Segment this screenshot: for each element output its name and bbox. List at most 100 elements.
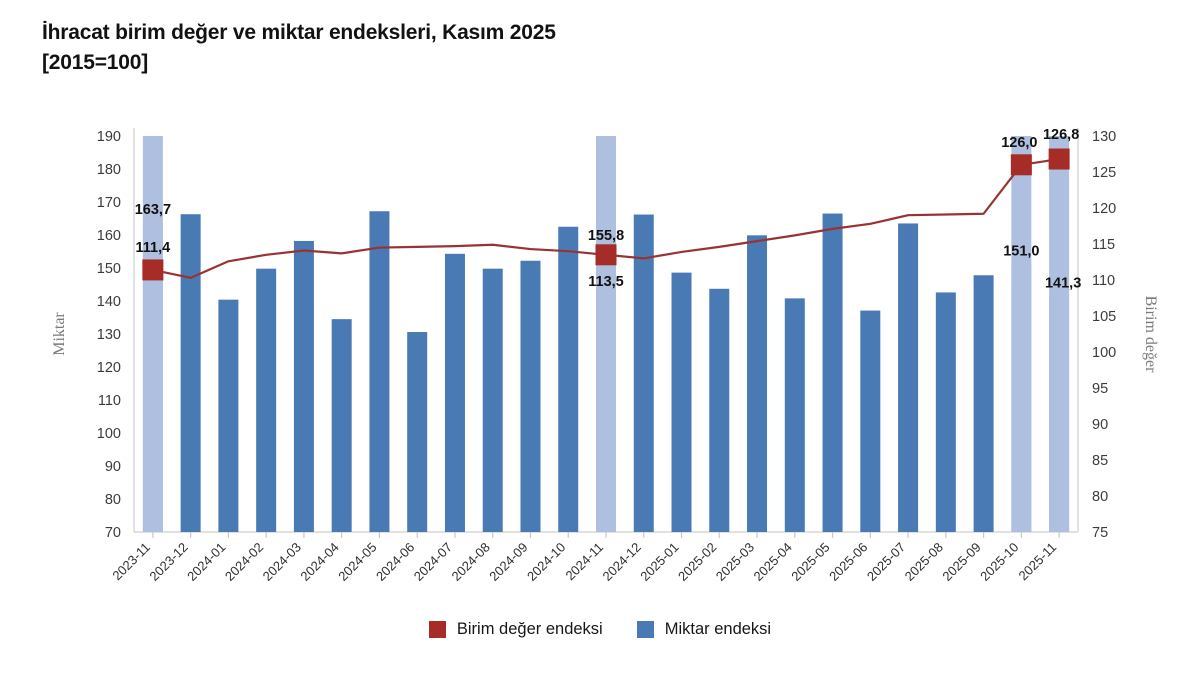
- category-label-2024-05: 2024-05: [335, 540, 379, 584]
- right-axis-tick-label: 120: [1092, 201, 1116, 217]
- legend-item-miktar[interactable]: Miktar endeksi: [636, 620, 772, 639]
- bar-2024-10[interactable]: [558, 226, 579, 532]
- legend-label-birim-deger: Birim değer endeksi: [456, 620, 603, 638]
- left-axis-tick-label: 70: [105, 525, 121, 541]
- category-label-2025-11: 2025-11: [1016, 540, 1060, 584]
- bar-2024-09[interactable]: [520, 260, 541, 532]
- category-label-2025-07: 2025-07: [864, 540, 908, 584]
- bar-value-2023-11: [142, 222, 163, 533]
- left-axis-tick-label: 170: [97, 195, 121, 211]
- chart-title: İhracat birim değer ve miktar endeksleri…: [42, 18, 556, 78]
- marker-2023-11[interactable]: [142, 259, 164, 281]
- category-label-2025-02: 2025-02: [675, 540, 719, 584]
- category-label-2023-12: 2023-12: [146, 540, 190, 584]
- category-label-2025-09: 2025-09: [939, 540, 983, 584]
- right-axis: 75 80 85 90 95 100 105 110 115 120 125 130 Birim değ…: [1077, 128, 1159, 541]
- left-axis-tick-label: 120: [97, 360, 121, 376]
- category-label-2025-04: 2025-04: [751, 540, 795, 584]
- right-axis-tick-label: 75: [1092, 525, 1108, 541]
- category-label-2025-10: 2025-10: [977, 540, 1021, 584]
- marker-2025-10[interactable]: [1010, 154, 1032, 176]
- line-label-2023-11: 111,4: [136, 240, 171, 256]
- right-axis-tick-label: 130: [1092, 129, 1116, 145]
- bar-2025-08[interactable]: [935, 292, 956, 532]
- legend-item-birim-deger[interactable]: Birim değer endeksi: [428, 620, 603, 639]
- category-label-2024-02: 2024-02: [222, 540, 266, 584]
- bar-2025-02[interactable]: [709, 288, 730, 532]
- bar-2025-04[interactable]: [784, 298, 805, 532]
- bar-2024-03[interactable]: [293, 240, 314, 532]
- left-axis-tick-label: 190: [97, 129, 121, 145]
- category-label-2025-06: 2025-06: [826, 540, 870, 584]
- bar-2024-07[interactable]: [444, 253, 465, 532]
- line-label-2024-11: 113,5: [588, 274, 624, 290]
- right-axis-tick-label: 110: [1092, 273, 1115, 289]
- left-axis-tick-label: 130: [97, 327, 121, 343]
- bar-value-2025-10: [1011, 264, 1032, 532]
- bar-2025-03[interactable]: [747, 235, 768, 532]
- category-label-2024-09: 2024-09: [486, 540, 530, 584]
- left-axis-tick-label: 140: [97, 294, 121, 310]
- bar-value-2024-11: [596, 248, 616, 533]
- bar-2023-12[interactable]: [180, 214, 201, 532]
- left-axis-title: Miktar: [51, 312, 68, 356]
- category-label-2025-08: 2025-08: [902, 540, 946, 584]
- left-axis-tick-label: 90: [105, 459, 121, 475]
- category-label-2024-06: 2024-06: [373, 540, 417, 584]
- right-axis-tick-label: 105: [1092, 309, 1116, 325]
- right-axis-tick-label: 95: [1092, 381, 1108, 397]
- category-label-2024-11: 2024-11: [562, 540, 606, 584]
- category-label-2025-01: 2025-01: [637, 540, 681, 584]
- chart-title-line-1: İhracat birim değer ve miktar endeksleri…: [42, 21, 556, 44]
- category-label-2024-03: 2024-03: [260, 540, 304, 584]
- left-axis-tick-label: 160: [97, 228, 121, 244]
- right-axis-tick-label: 100: [1092, 345, 1116, 361]
- right-axis-title: Birim değer: [1142, 296, 1159, 374]
- right-axis-tick-label: 125: [1092, 165, 1116, 181]
- bar-2024-04[interactable]: [331, 319, 352, 532]
- marker-2024-11[interactable]: [595, 244, 617, 266]
- bar-label-2025-10: 151,0: [1003, 244, 1039, 260]
- bar-2024-12[interactable]: [633, 214, 654, 533]
- right-axis-tick-label: 90: [1092, 417, 1108, 433]
- left-axis-tick-label: 180: [97, 162, 121, 178]
- category-label-2025-03: 2025-03: [713, 540, 757, 584]
- chart-legend: Birim değer endeksi Miktar endeksi: [0, 620, 1200, 639]
- category-label-2024-10: 2024-10: [524, 540, 568, 584]
- bar-label-2025-11: 141,3: [1045, 276, 1081, 292]
- bar-value-2025-11: [1049, 296, 1070, 532]
- marker-2025-11[interactable]: [1048, 148, 1070, 170]
- bar-2024-08[interactable]: [482, 268, 503, 532]
- bar-series-miktar: [142, 136, 1070, 538]
- bar-2024-06[interactable]: [407, 332, 428, 532]
- bar-label-2023-11: 163,7: [135, 202, 171, 218]
- data-labels: 163,7 155,8 151,0 141,3 111,4 113,5 126,0 126,8: [135, 127, 1082, 292]
- bar-label-2024-11: 155,8: [588, 228, 624, 244]
- line-label-2025-11: 126,8: [1043, 127, 1079, 143]
- bar-2024-05[interactable]: [369, 211, 390, 533]
- bar-2025-06[interactable]: [860, 310, 881, 532]
- left-axis-tick-label: 80: [105, 492, 121, 508]
- bar-2024-01[interactable]: [218, 299, 239, 532]
- left-axis-tick-label: 150: [97, 261, 121, 277]
- line-markers: [142, 148, 1070, 281]
- category-label-2024-01: 2024-01: [184, 540, 228, 584]
- right-axis-tick-label: 115: [1092, 237, 1115, 253]
- category-label-2025-05: 2025-05: [788, 540, 832, 584]
- legend-label-miktar: Miktar endeksi: [664, 620, 772, 638]
- bar-2025-01[interactable]: [671, 272, 692, 532]
- bar-2025-05[interactable]: [822, 213, 843, 533]
- left-axis: 70 80 90 100 110 120 130 140 150 160 170 180 190 Mikt…: [51, 128, 1078, 541]
- chart-title-line-2: [2015=100]: [42, 50, 149, 74]
- category-label-2023-11: 2023-11: [109, 540, 153, 584]
- category-label-2024-07: 2024-07: [411, 540, 455, 584]
- legend-swatch-miktar: [636, 621, 654, 638]
- bar-2024-02[interactable]: [256, 268, 277, 532]
- bar-2025-09[interactable]: [973, 275, 994, 532]
- bar-2025-07[interactable]: [898, 223, 919, 532]
- line-label-2025-10: 126,0: [1001, 135, 1037, 151]
- category-label-2024-08: 2024-08: [448, 540, 492, 584]
- right-axis-tick-label: 80: [1092, 489, 1108, 505]
- left-axis-tick-label: 100: [97, 426, 121, 442]
